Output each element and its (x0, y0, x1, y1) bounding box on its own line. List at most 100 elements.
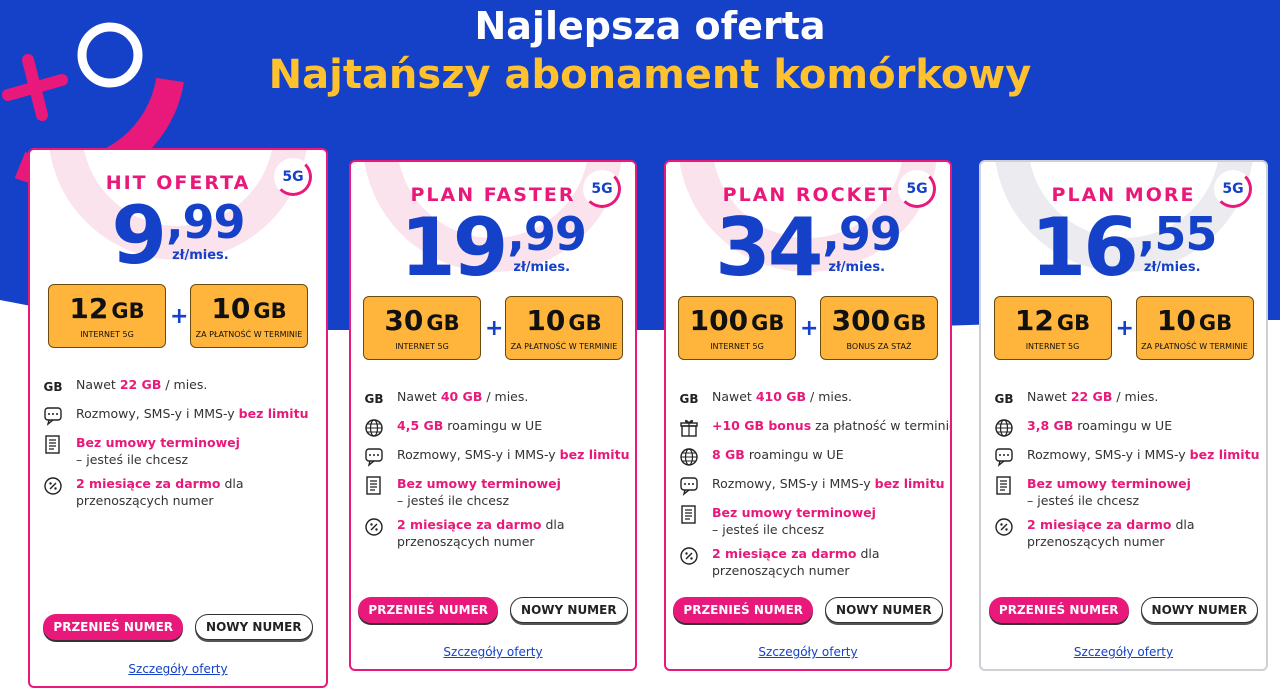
data-boxes: 100 GB INTERNET 5G +300 GB BONUS ZA STAŻ (666, 296, 950, 360)
feature-text: Bez umowy terminowej – jesteś ile chcesz (397, 475, 561, 509)
features: GB Nawet 410 GB / mies. +10 GB bonus za pł… (678, 388, 951, 586)
feature-text: 8 GB roamingu w UE (712, 446, 844, 463)
text: Rozmowy, SMS-y i MMS-y (76, 406, 239, 421)
feature-icon (363, 516, 385, 538)
feature-line: – jesteś ile chcesz (76, 451, 240, 468)
data-box: 10 GB ZA PŁATNOŚĆ W TERMINIE (1135, 296, 1254, 360)
text: Nawet (76, 377, 120, 392)
feature-text: Nawet 22 GB / mies. (76, 376, 207, 393)
feature-icon (993, 475, 1015, 497)
text: roamingu w UE (443, 418, 543, 433)
feature-line: Rozmowy, SMS-y i MMS-y bez limitu (1027, 446, 1259, 463)
highlight: Bez umowy terminowej (1027, 476, 1191, 491)
plus: + (1115, 315, 1134, 341)
feature: GB Nawet 22 GB / mies. (42, 376, 316, 398)
feature-icon (678, 446, 700, 468)
highlight: 2 miesiące za darmo (76, 476, 221, 491)
button-new-number[interactable]: NOWY NUMER (825, 597, 943, 623)
button-port-number[interactable]: PRZENIEŚ NUMER (358, 597, 499, 623)
feature: GB Nawet 22 GB / mies. (993, 388, 1256, 410)
feature-line: Bez umowy terminowej (76, 434, 240, 451)
text: dla (1171, 517, 1195, 532)
data-box: 300 GB BONUS ZA STAŻ (820, 296, 938, 360)
feature-line: Rozmowy, SMS-y i MMS-y bez limitu (712, 475, 944, 492)
feature: Rozmowy, SMS-y i MMS-y bez limitu (678, 475, 944, 497)
feature-line: – jesteś ile chcesz (1027, 492, 1191, 509)
feature-icon (363, 475, 385, 497)
feature: 3,8 GB roamingu w UE (993, 417, 1256, 439)
feature-line: Bez umowy terminowej (712, 504, 876, 521)
plan-name: PLAN ROCKET (722, 184, 894, 206)
data-box: 10 GB ZA PŁATNOŚĆ W TERMINIE (505, 296, 623, 360)
button-port-number[interactable]: PRZENIEŚ NUMER (988, 597, 1129, 623)
feature-icon: GB (364, 392, 384, 406)
details-link[interactable]: Szczegóły oferty (758, 645, 858, 659)
feature: 2 miesiące za darmo dla przenoszących num… (678, 545, 940, 579)
text: – jesteś ile chcesz (712, 522, 825, 537)
highlight: 2 miesiące za darmo (712, 546, 857, 561)
box-amount: 100 (689, 303, 749, 337)
data-box: 12 GB INTERNET 5G (993, 296, 1112, 360)
feature: Bez umowy terminowej – jesteś ile chcesz (363, 475, 625, 509)
feature-line: 4,5 GB roamingu w UE (397, 417, 542, 434)
text: przenoszących numer (76, 493, 214, 508)
feature-text: Rozmowy, SMS-y i MMS-y bez limitu (712, 475, 944, 492)
box-amount: 300 (831, 303, 891, 337)
box-amount-row: 10 GB (211, 291, 286, 325)
feature-line: – jesteś ile chcesz (397, 492, 561, 509)
highlight: bez limitu (559, 447, 630, 462)
box-unit: GB (751, 310, 785, 335)
feature-icon (678, 545, 700, 567)
data-box: 30 GB INTERNET 5G (363, 296, 481, 360)
buttons: PRZENIEŚ NUMER NOWY NUMER (351, 597, 635, 623)
box-unit: GB (893, 310, 927, 335)
feature-text: Bez umowy terminowej – jesteś ile chcesz (1027, 475, 1191, 509)
data-box: 10 GB ZA PŁATNOŚĆ W TERMINIE (190, 284, 308, 348)
details-link[interactable]: Szczegóły oferty (443, 645, 543, 659)
highlight: 2 miesiące za darmo (1027, 517, 1172, 532)
feature-text: 3,8 GB roamingu w UE (1027, 417, 1172, 434)
price-rest: ,99 zł/mies. (822, 208, 901, 275)
feature: 4,5 GB roamingu w UE (363, 417, 625, 439)
price-fraction: ,99 (507, 207, 586, 261)
feature-text: Nawet 22 GB / mies. (1027, 388, 1158, 405)
text: dla (541, 517, 565, 532)
details-link[interactable]: Szczegóły oferty (128, 662, 228, 676)
button-new-number[interactable]: NOWY NUMER (195, 614, 313, 640)
buttons: PRZENIEŚ NUMER NOWY NUMER (666, 597, 950, 623)
box-amount: 10 (1156, 303, 1196, 337)
text: za płatność w terminie (811, 418, 952, 433)
box-amount-row: 12 GB (1014, 303, 1090, 337)
subtitle: Najtańszy abonament komórkowy (268, 52, 1032, 98)
price-whole: 34 (715, 201, 823, 294)
price-whole: 9 (111, 189, 167, 282)
text: – jesteś ile chcesz (76, 452, 189, 467)
text: przenoszących numer (712, 563, 850, 578)
feature-text: 2 miesiące za darmo dla przenoszących num… (397, 516, 565, 550)
box-amount: 12 (1014, 303, 1054, 337)
feature-icon (363, 446, 385, 468)
box-label: INTERNET 5G (395, 341, 449, 351)
button-new-number[interactable]: NOWY NUMER (510, 597, 628, 623)
feature-icon (42, 434, 64, 456)
button-port-number[interactable]: PRZENIEŚ NUMER (673, 597, 814, 623)
button-port-number[interactable]: PRZENIEŚ NUMER (43, 614, 184, 640)
feature-icon (678, 417, 700, 439)
box-amount-row: 10 GB (526, 305, 601, 336)
feature: Bez umowy terminowej – jesteś ile chcesz (993, 475, 1256, 509)
box-label: ZA PŁATNOŚĆ W TERMINIE (195, 329, 303, 339)
details-link[interactable]: Szczegóły oferty (1073, 645, 1174, 659)
feature-text: 2 miesiące za darmo dla przenoszących num… (76, 475, 244, 509)
highlight: 410 GB (755, 389, 807, 404)
feature-line: przenoszących numer (1027, 533, 1195, 550)
badge-5g: 5G (274, 158, 312, 196)
feature-line: Nawet 410 GB / mies. (712, 388, 852, 405)
box-amount: 10 (211, 291, 251, 325)
box-unit: GB (111, 298, 145, 323)
feature-line: 2 miesiące za darmo dla (397, 516, 565, 533)
feature: GB Nawet 410 GB / mies. (678, 388, 940, 410)
box-label: BONUS ZA STAŻ (846, 341, 912, 351)
price-unit: zł/mies. (172, 248, 229, 263)
button-new-number[interactable]: NOWY NUMER (1140, 597, 1259, 623)
text: Nawet (397, 389, 441, 404)
